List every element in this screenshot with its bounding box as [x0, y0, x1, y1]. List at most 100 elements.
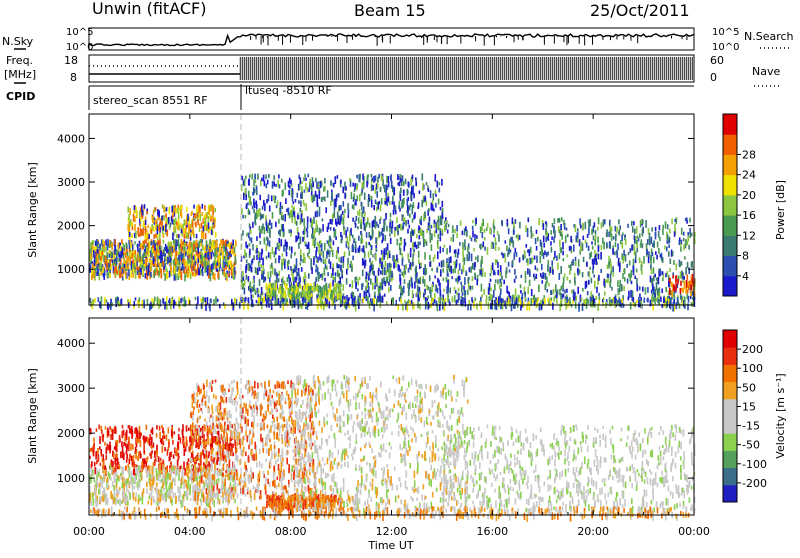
range-cell: [119, 464, 121, 469]
range-cell: [655, 251, 657, 255]
range-cell: [454, 261, 456, 265]
range-cell: [235, 241, 237, 246]
range-cell: [232, 240, 234, 246]
range-cell: [106, 260, 108, 264]
range-cell: [437, 251, 439, 259]
range-cell: [170, 258, 172, 262]
range-cell: [435, 174, 437, 181]
range-cell: [660, 297, 662, 302]
range-cell: [545, 221, 547, 224]
range-cell: [692, 302, 694, 307]
range-cell: [407, 189, 409, 196]
range-cell: [508, 297, 510, 304]
range-cell: [252, 259, 254, 264]
range-cell: [359, 174, 361, 179]
range-cell: [134, 216, 136, 223]
range-cell: [269, 288, 271, 293]
range-cell: [596, 287, 598, 293]
range-cell: [252, 206, 254, 209]
beam-title: Beam 15: [354, 1, 426, 20]
range-cell: [361, 192, 363, 196]
range-cell: [624, 235, 626, 238]
range-cell: [505, 257, 507, 262]
range-cell: [654, 274, 656, 277]
range-cell: [421, 200, 423, 207]
range-cell: [588, 227, 590, 235]
range-cell: [169, 207, 171, 214]
range-cell: [567, 254, 569, 257]
range-cell: [275, 222, 277, 227]
range-cell: [622, 273, 624, 279]
range-cell: [103, 255, 105, 262]
range-cell: [271, 263, 273, 268]
range-cell: [464, 246, 466, 250]
range-cell: [659, 287, 661, 292]
range-cell: [306, 244, 308, 249]
range-cell: [577, 269, 579, 273]
range-cell: [488, 302, 490, 310]
range-cell: [497, 279, 499, 284]
range-cell: [471, 238, 473, 242]
range-cell: [646, 243, 648, 249]
range-cell: [343, 201, 345, 206]
range-cell: [137, 227, 139, 235]
range-cell: [326, 286, 328, 290]
range-cell: [382, 254, 384, 262]
range-cell: [651, 278, 653, 283]
range-cell: [278, 174, 280, 178]
range-cell: [598, 217, 600, 224]
range-cell: [396, 255, 398, 262]
range-cell: [494, 226, 496, 229]
range-cell: [314, 287, 316, 291]
range-cell: [601, 245, 603, 251]
range-cell: [359, 179, 361, 183]
range-cell: [576, 296, 578, 301]
range-cell: [311, 183, 313, 187]
range-cell: [468, 257, 470, 261]
range-cell: [476, 279, 478, 285]
range-cell: [411, 300, 413, 304]
range-cell: [428, 286, 430, 290]
range-cell: [102, 267, 104, 273]
range-cell: [314, 240, 316, 246]
range-cell: [320, 274, 322, 278]
range-cell: [384, 201, 386, 204]
range-cell: [355, 199, 357, 205]
range-cell: [298, 243, 300, 249]
range-cell: [296, 282, 298, 286]
range-cell: [673, 302, 675, 305]
range-cell: [181, 298, 183, 302]
range-cell: [229, 253, 231, 257]
range-cell: [327, 190, 329, 197]
range-cell: [683, 232, 685, 236]
range-cell: [667, 224, 669, 229]
range-cell: [537, 237, 539, 242]
range-cell: [386, 270, 388, 275]
range-cell: [501, 221, 503, 227]
range-cell: [319, 191, 321, 199]
range-cell: [497, 231, 499, 235]
range-cell: [431, 244, 433, 251]
range-cell: [534, 256, 536, 260]
range-cell: [692, 278, 694, 284]
range-cell: [465, 226, 467, 231]
range-cell: [434, 275, 436, 278]
range-cell: [423, 294, 425, 298]
range-cell: [128, 256, 130, 261]
range-cell: [266, 244, 268, 251]
range-cell: [359, 209, 361, 217]
range-cell: [395, 261, 397, 268]
range-cell: [324, 268, 326, 276]
range-cell: [270, 271, 272, 278]
range-cell: [592, 268, 594, 273]
range-cell: [320, 181, 322, 188]
range-cell: [287, 261, 289, 267]
range-cell: [304, 241, 306, 244]
range-cell: [167, 272, 169, 279]
range-cell: [462, 242, 464, 249]
range-cell: [343, 214, 345, 218]
range-cell: [514, 269, 516, 275]
range-cell: [313, 258, 315, 265]
range-cell: [377, 279, 379, 284]
range-cell: [289, 229, 291, 233]
